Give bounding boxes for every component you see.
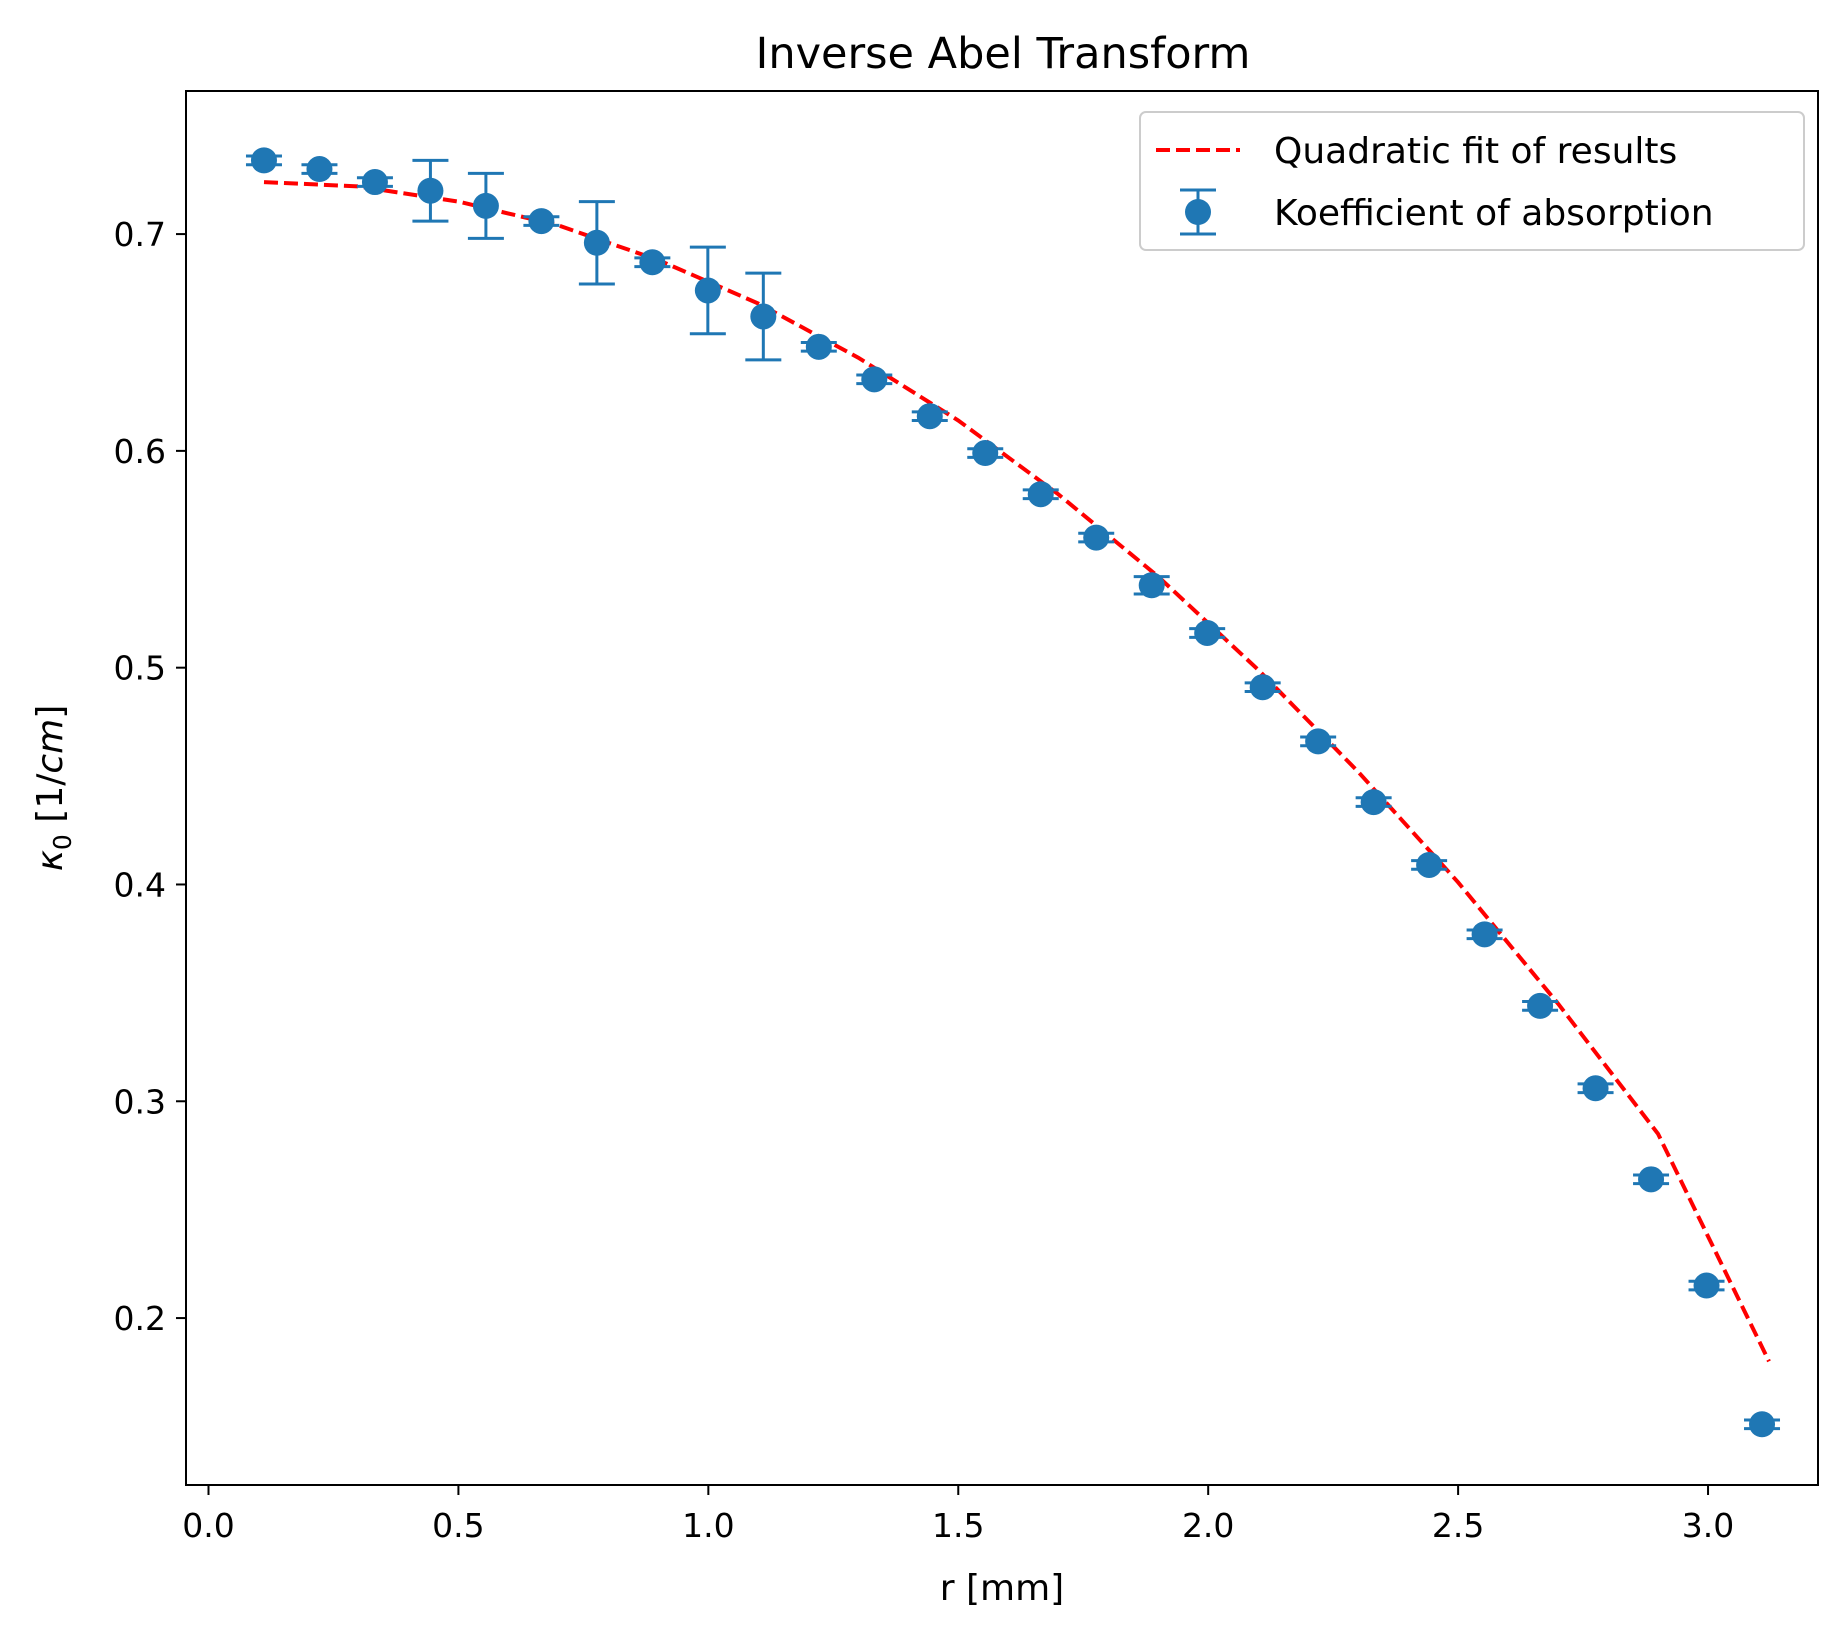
- data-marker: [1749, 1411, 1776, 1438]
- data-marker: [1416, 851, 1443, 878]
- data-point: [967, 440, 1004, 467]
- y-axis-label-symbol: κ: [30, 849, 71, 871]
- data-point: [1189, 619, 1226, 646]
- data-marker: [972, 440, 999, 467]
- data-marker: [472, 192, 499, 219]
- data-marker: [1249, 674, 1276, 701]
- data-point: [356, 169, 393, 196]
- chart-title: Inverse Abel Transform: [756, 29, 1251, 79]
- data-marker: [694, 277, 721, 304]
- x-tick-label: 2.5: [1432, 1506, 1484, 1545]
- y-tick-label: 0.6: [114, 432, 166, 471]
- x-axis-label: r [mm]: [940, 1568, 1064, 1609]
- x-tick-label: 1.0: [682, 1506, 734, 1545]
- data-point: [467, 171, 504, 240]
- x-tick-label: 1.5: [932, 1506, 984, 1545]
- legend: Quadratic fit of results Koefficient of …: [1139, 111, 1805, 251]
- data-marker: [528, 208, 555, 235]
- x-axis: 0.0 0.5 1.0 1.5 2.0 2.5 3.0: [182, 1485, 1734, 1545]
- x-tick-label: 2.0: [1182, 1506, 1234, 1545]
- data-marker: [861, 366, 888, 393]
- data-point: [578, 200, 615, 286]
- y-tick-label: 0.4: [114, 865, 166, 904]
- x-tick-label: 0.5: [432, 1506, 484, 1545]
- data-point: [245, 147, 282, 174]
- data-point: [689, 245, 726, 336]
- data-marker: [1138, 572, 1165, 599]
- data-point: [745, 271, 782, 362]
- data-marker: [306, 156, 333, 183]
- y-axis: 0.2 0.3 0.4 0.5 0.6 0.7: [114, 215, 186, 1338]
- y-tick-label: 0.7: [114, 215, 166, 254]
- data-point: [1244, 674, 1281, 701]
- x-tick-label: 0.0: [182, 1506, 234, 1545]
- data-marker: [750, 303, 777, 330]
- data-marker: [1693, 1272, 1720, 1299]
- data-marker: [1360, 789, 1387, 816]
- data-point: [1522, 992, 1559, 1019]
- data-point: [1133, 572, 1170, 599]
- data-point: [1355, 789, 1392, 816]
- data-marker: [1527, 992, 1554, 1019]
- y-tick-label: 0.2: [114, 1299, 166, 1338]
- data-point: [1022, 481, 1059, 508]
- data-point: [1411, 851, 1448, 878]
- data-marker: [417, 177, 444, 204]
- data-marker: [1471, 921, 1498, 948]
- legend-errorbar-marker: [1185, 199, 1211, 225]
- data-point: [1300, 728, 1337, 755]
- data-marker: [916, 403, 943, 430]
- fit-line: [263, 180, 1771, 1363]
- data-point: [856, 366, 893, 393]
- y-tick-label: 0.5: [114, 649, 166, 688]
- legend-errorbar-swatch: [1180, 188, 1216, 236]
- data-marker: [1083, 524, 1110, 551]
- legend-points-label: Koefficient of absorption: [1274, 193, 1714, 234]
- data-marker: [361, 169, 388, 196]
- data-point: [1688, 1272, 1725, 1299]
- data-point: [412, 158, 449, 223]
- x-tick-label: 3.0: [1682, 1506, 1734, 1545]
- data-point: [911, 403, 948, 430]
- legend-box: [1139, 111, 1805, 251]
- plot-area: [245, 147, 1781, 1438]
- data-marker: [1582, 1075, 1609, 1102]
- data-marker: [1305, 728, 1332, 755]
- y-axis-label-unit: cm: [30, 719, 71, 774]
- y-tick-label: 0.3: [114, 1082, 166, 1121]
- y-axis-label-unit-close: ]: [30, 705, 71, 719]
- plot-frame: [185, 90, 1819, 1486]
- data-marker: [805, 333, 832, 360]
- y-axis-label-unit-open: [1/: [30, 773, 71, 834]
- data-point: [1633, 1166, 1670, 1193]
- data-marker: [250, 147, 277, 174]
- y-axis-label: κ0 [1/cm]: [30, 705, 77, 872]
- data-marker: [1027, 481, 1054, 508]
- data-point: [1078, 524, 1115, 551]
- data-point: [523, 208, 560, 235]
- data-point: [1744, 1411, 1781, 1438]
- data-point: [301, 156, 338, 183]
- data-point: [634, 249, 671, 276]
- legend-fit-label: Quadratic fit of results: [1274, 131, 1677, 172]
- data-point: [1466, 921, 1503, 948]
- data-marker: [639, 249, 666, 276]
- data-marker: [1194, 619, 1221, 646]
- data-marker: [583, 229, 610, 256]
- data-point: [1577, 1075, 1614, 1102]
- data-point: [800, 333, 837, 360]
- data-marker: [1638, 1166, 1665, 1193]
- y-axis-label-subscript: 0: [48, 834, 77, 850]
